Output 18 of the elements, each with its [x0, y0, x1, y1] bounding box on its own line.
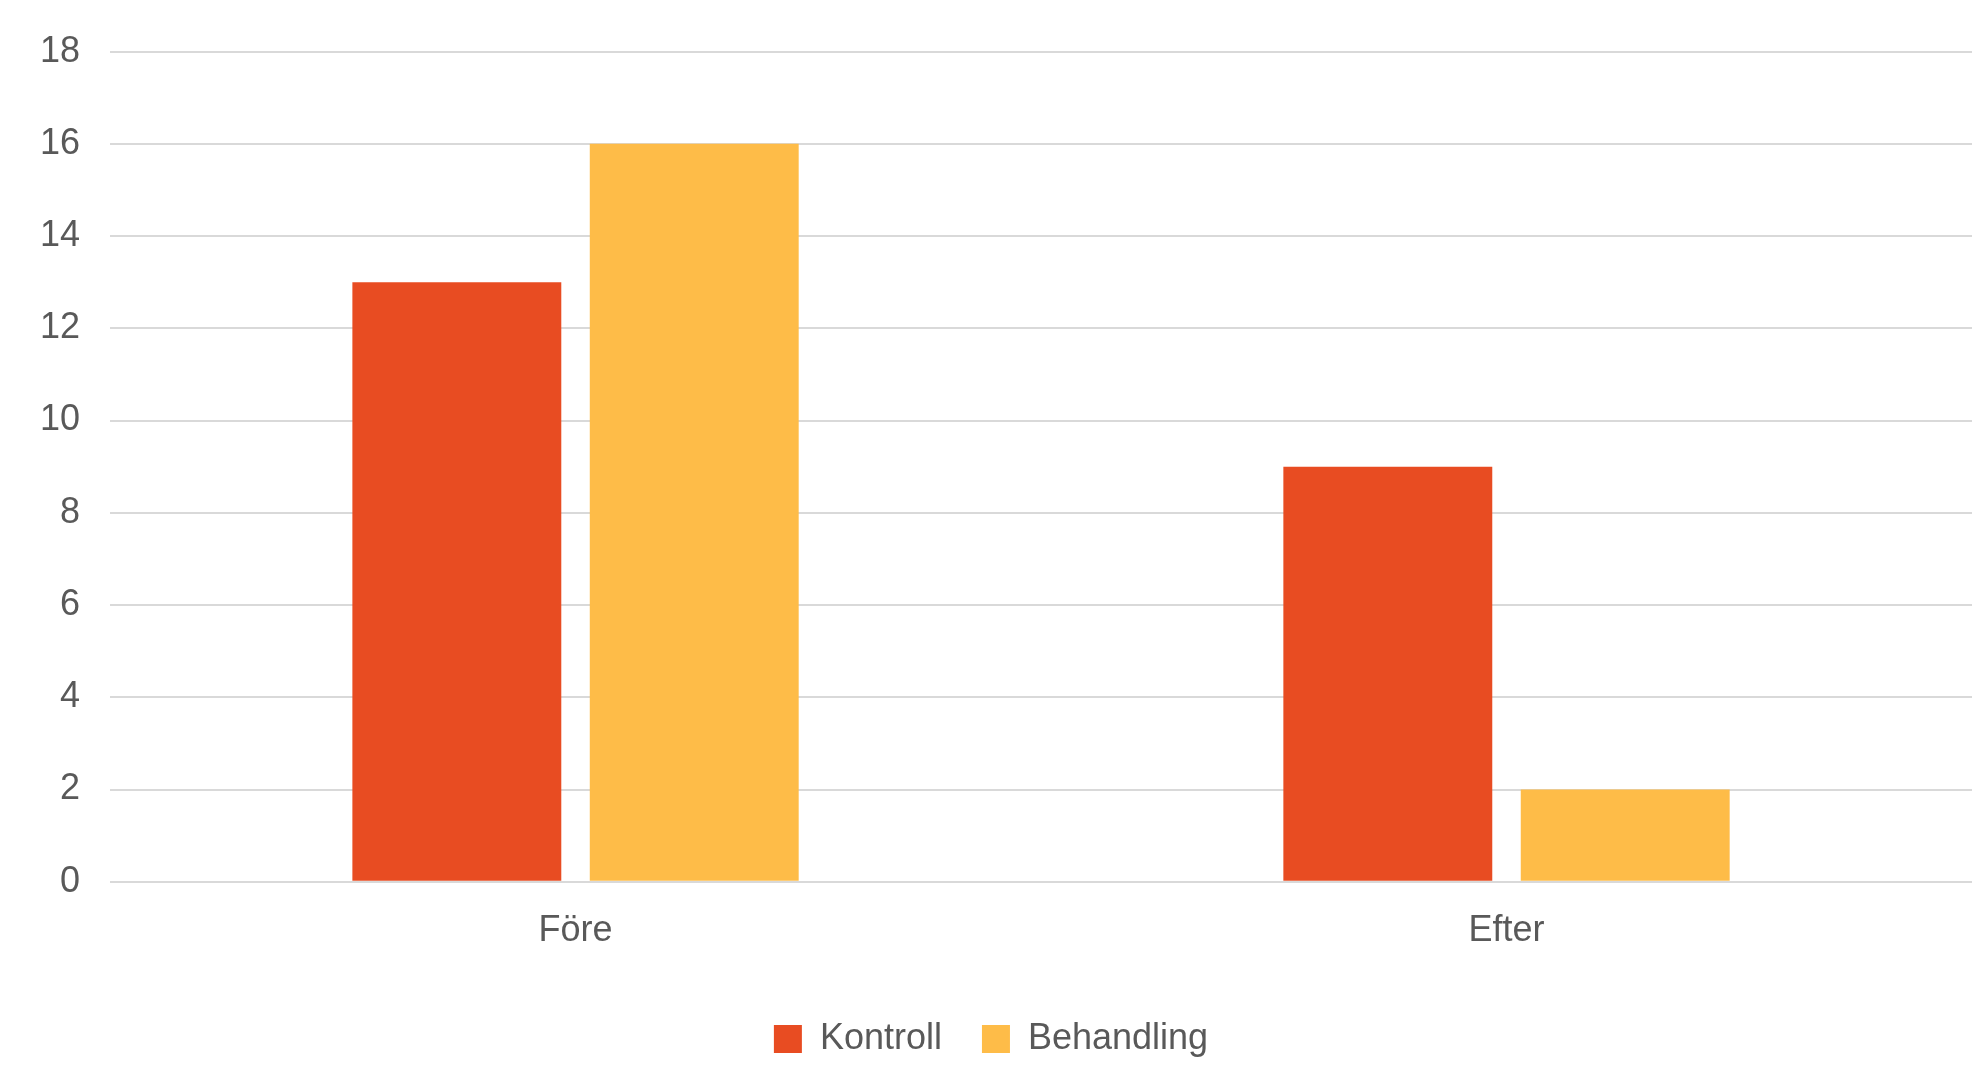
bar: [1520, 789, 1730, 881]
legend-label: Behandling: [1027, 1015, 1209, 1057]
legend-label: Kontroll: [819, 1015, 942, 1057]
y-tick-label: 8: [60, 489, 81, 531]
y-tick-label: 6: [60, 581, 81, 623]
x-tick-label: Efter: [1468, 908, 1545, 950]
x-tick-label: Före: [538, 908, 613, 950]
bar: [1283, 466, 1493, 881]
y-tick-label: 10: [40, 397, 81, 439]
y-tick-label: 4: [60, 674, 81, 716]
y-tick-label: 18: [40, 28, 81, 70]
bar: [352, 282, 562, 881]
y-tick-label: 0: [60, 858, 81, 900]
y-tick-label: 16: [40, 120, 81, 162]
y-tick-label: 14: [40, 213, 81, 255]
y-tick-label: 2: [60, 766, 81, 808]
y-tick-label: 12: [40, 305, 81, 347]
bar: [589, 143, 799, 881]
